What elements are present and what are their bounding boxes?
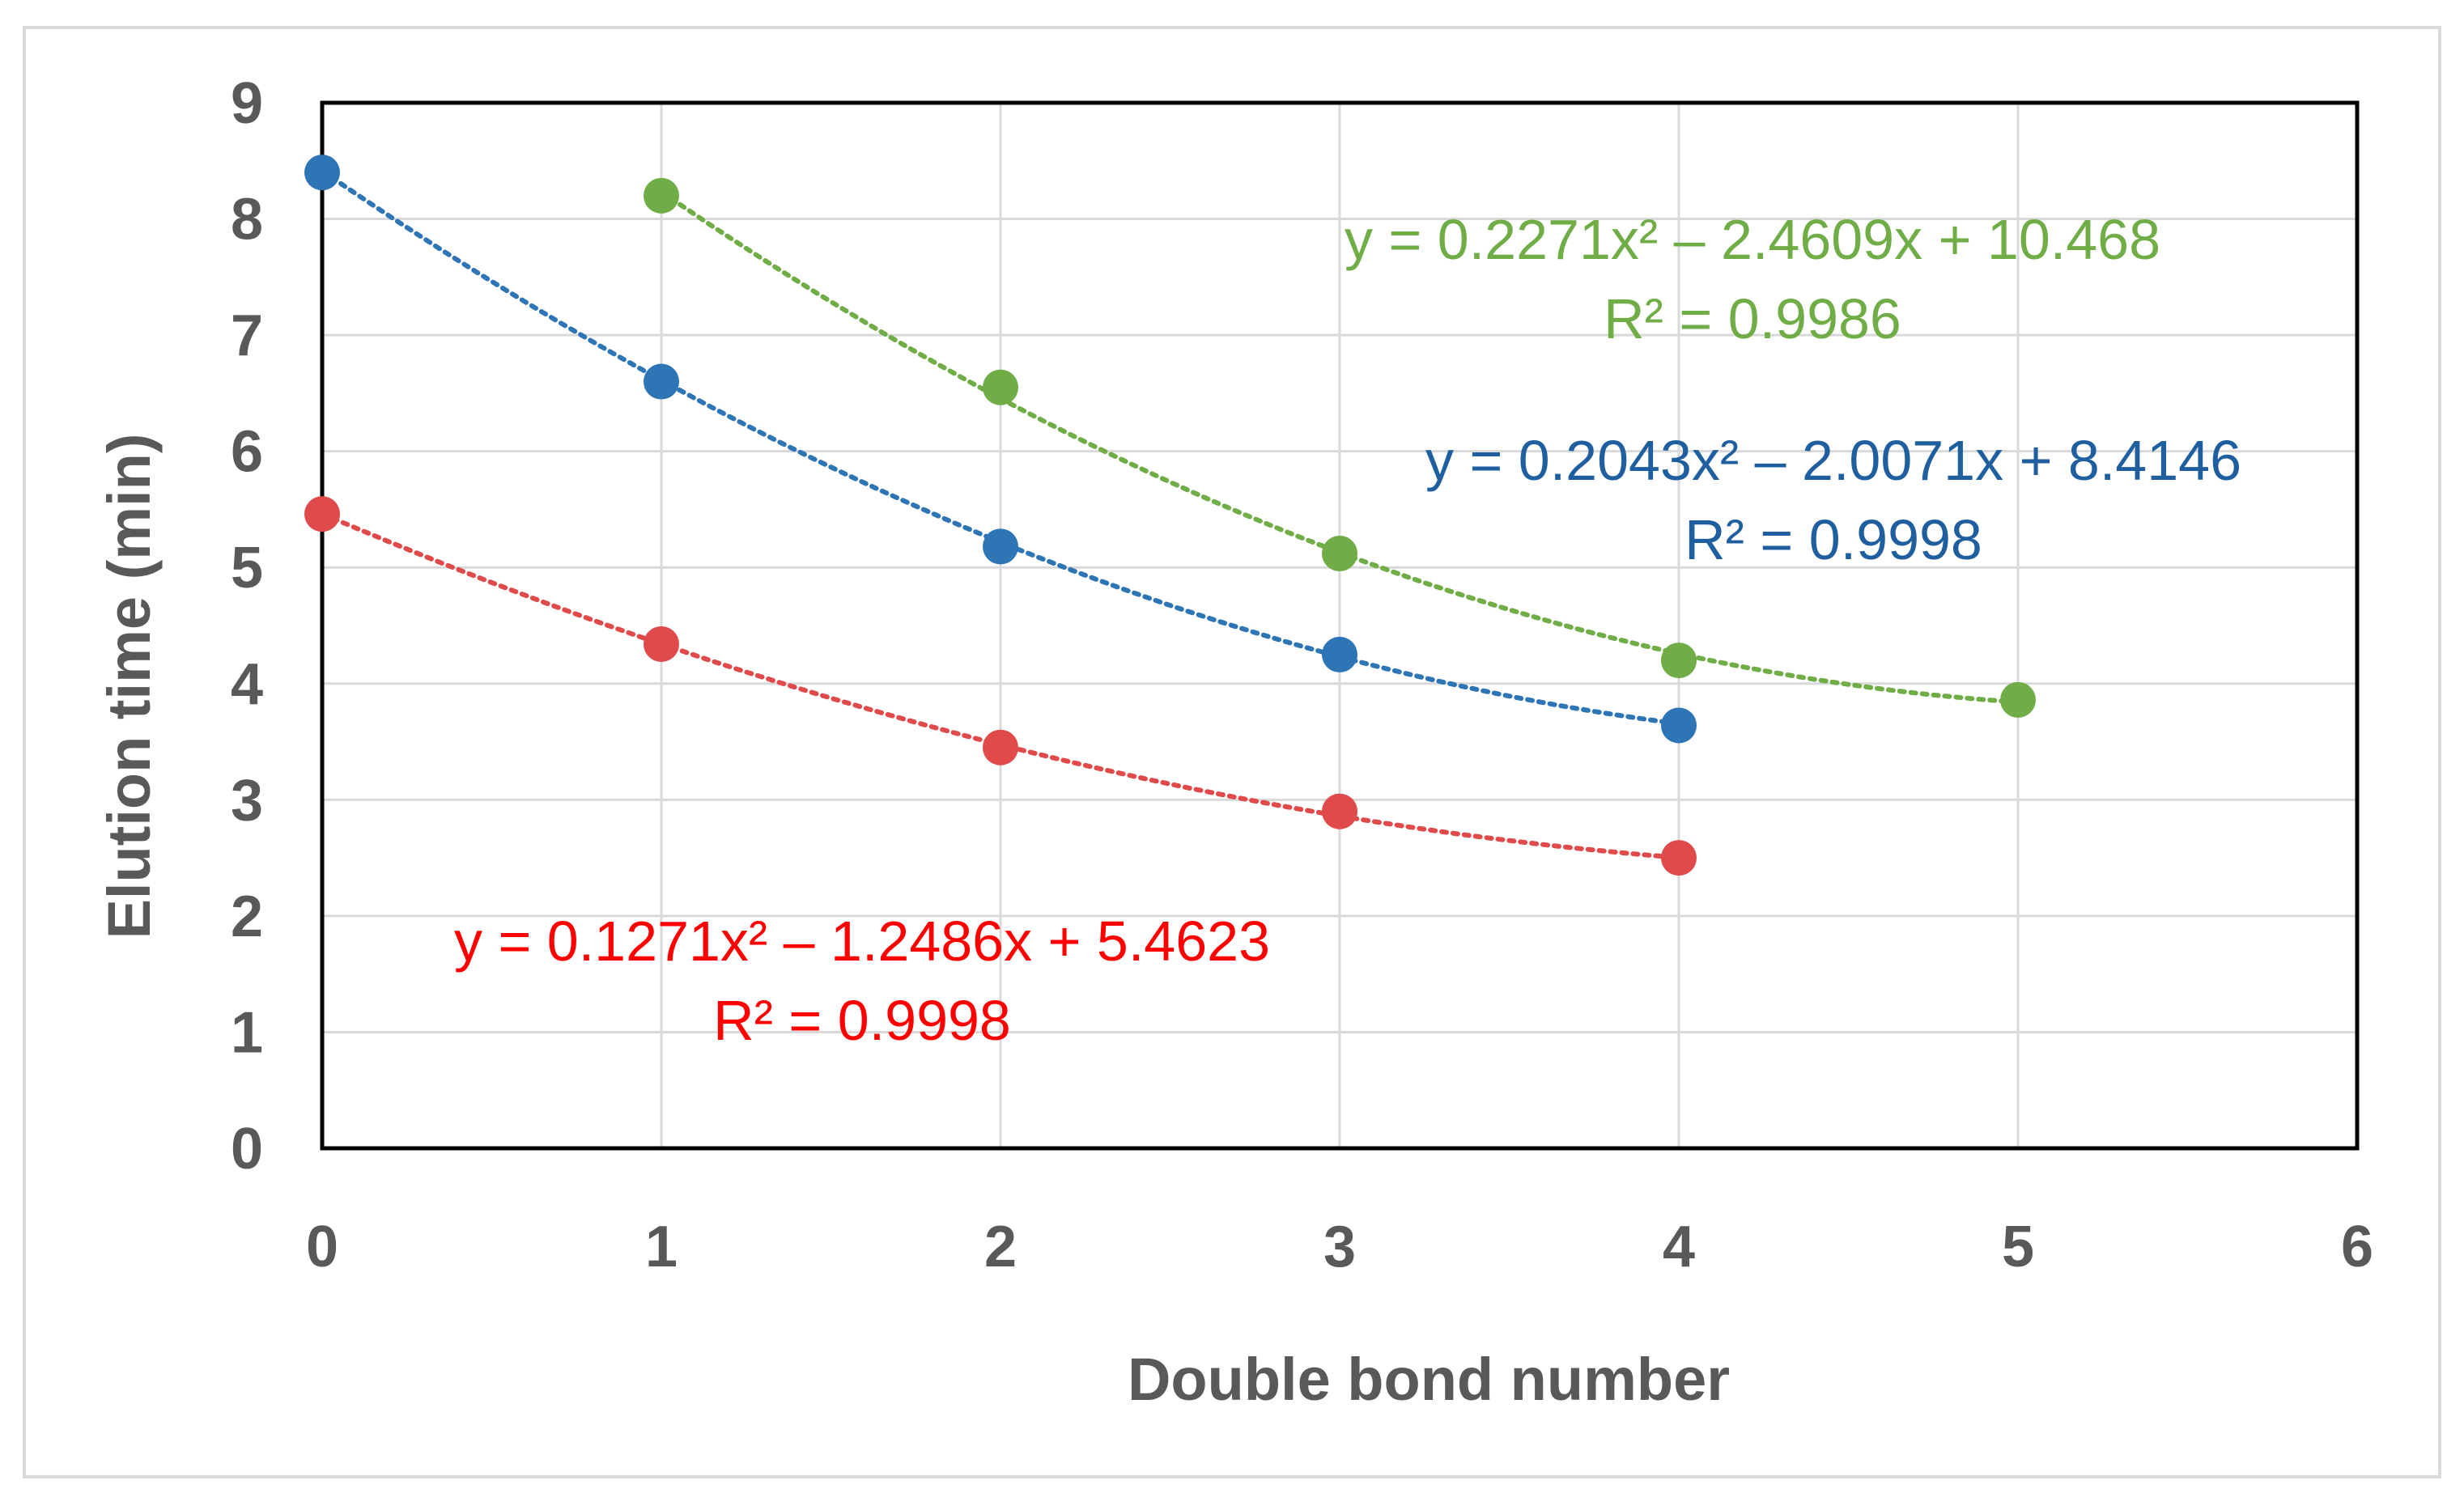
y-tick-label: 2 xyxy=(231,884,263,949)
point-layer xyxy=(304,155,2036,876)
data-point-series-2 xyxy=(983,729,1018,766)
data-point-series-0 xyxy=(644,177,679,214)
y-tick-label: 0 xyxy=(231,1117,263,1181)
data-point-series-2 xyxy=(304,496,340,532)
chart-frame xyxy=(23,26,2441,1478)
red-r2: R² = 0.9998 xyxy=(713,989,1011,1052)
data-point-series-0 xyxy=(1661,643,1697,679)
y-tick-label: 4 xyxy=(231,652,263,717)
red-equation: y = 0.1271x² – 1.2486x + 5.4623 xyxy=(454,910,1270,973)
data-point-series-2 xyxy=(1322,793,1357,829)
green-equation: y = 0.2271x² – 2.4609x + 10.468 xyxy=(1345,208,2160,271)
data-point-series-1 xyxy=(644,363,679,400)
green-r2: R² = 0.9986 xyxy=(1604,287,1901,350)
data-point-series-2 xyxy=(644,626,679,662)
x-tick-label: 1 xyxy=(645,1215,678,1279)
blue-equation: y = 0.2043x² – 2.0071x + 8.4146 xyxy=(1425,429,2241,492)
y-tick-label: 6 xyxy=(231,420,263,485)
data-point-series-1 xyxy=(1661,707,1697,744)
y-tick-label: 3 xyxy=(231,768,263,833)
blue-r2: R² = 0.9998 xyxy=(1684,508,1982,571)
y-axis-title: Elution time (min) xyxy=(96,434,163,940)
y-tick-label: 9 xyxy=(231,71,263,136)
data-point-series-0 xyxy=(983,369,1018,405)
x-tick-label: 3 xyxy=(1323,1215,1356,1279)
x-tick-label: 5 xyxy=(2002,1215,2034,1279)
x-axis-title: Double bond number xyxy=(1128,1346,1730,1413)
plot-area-border xyxy=(320,100,2360,1151)
data-point-series-1 xyxy=(304,155,340,191)
y-tick-label: 7 xyxy=(231,303,263,368)
data-point-series-1 xyxy=(983,528,1018,565)
x-tick-label: 2 xyxy=(984,1215,1017,1279)
tick-label-layer: 0 1 2 3 4 5 6 7 8 9 0 1 2 3 4 5 6 xyxy=(231,71,2373,1279)
x-tick-label: 4 xyxy=(1663,1215,1695,1279)
data-point-series-2 xyxy=(1661,840,1697,876)
y-tick-label: 8 xyxy=(231,188,263,252)
y-tick-label: 5 xyxy=(231,536,263,600)
data-point-series-0 xyxy=(2000,681,2036,718)
y-tick-label: 1 xyxy=(231,1000,263,1065)
x-tick-label: 6 xyxy=(2341,1215,2373,1279)
data-point-series-0 xyxy=(1322,535,1357,571)
data-point-series-1 xyxy=(1322,636,1357,672)
x-tick-label: 0 xyxy=(306,1215,338,1279)
